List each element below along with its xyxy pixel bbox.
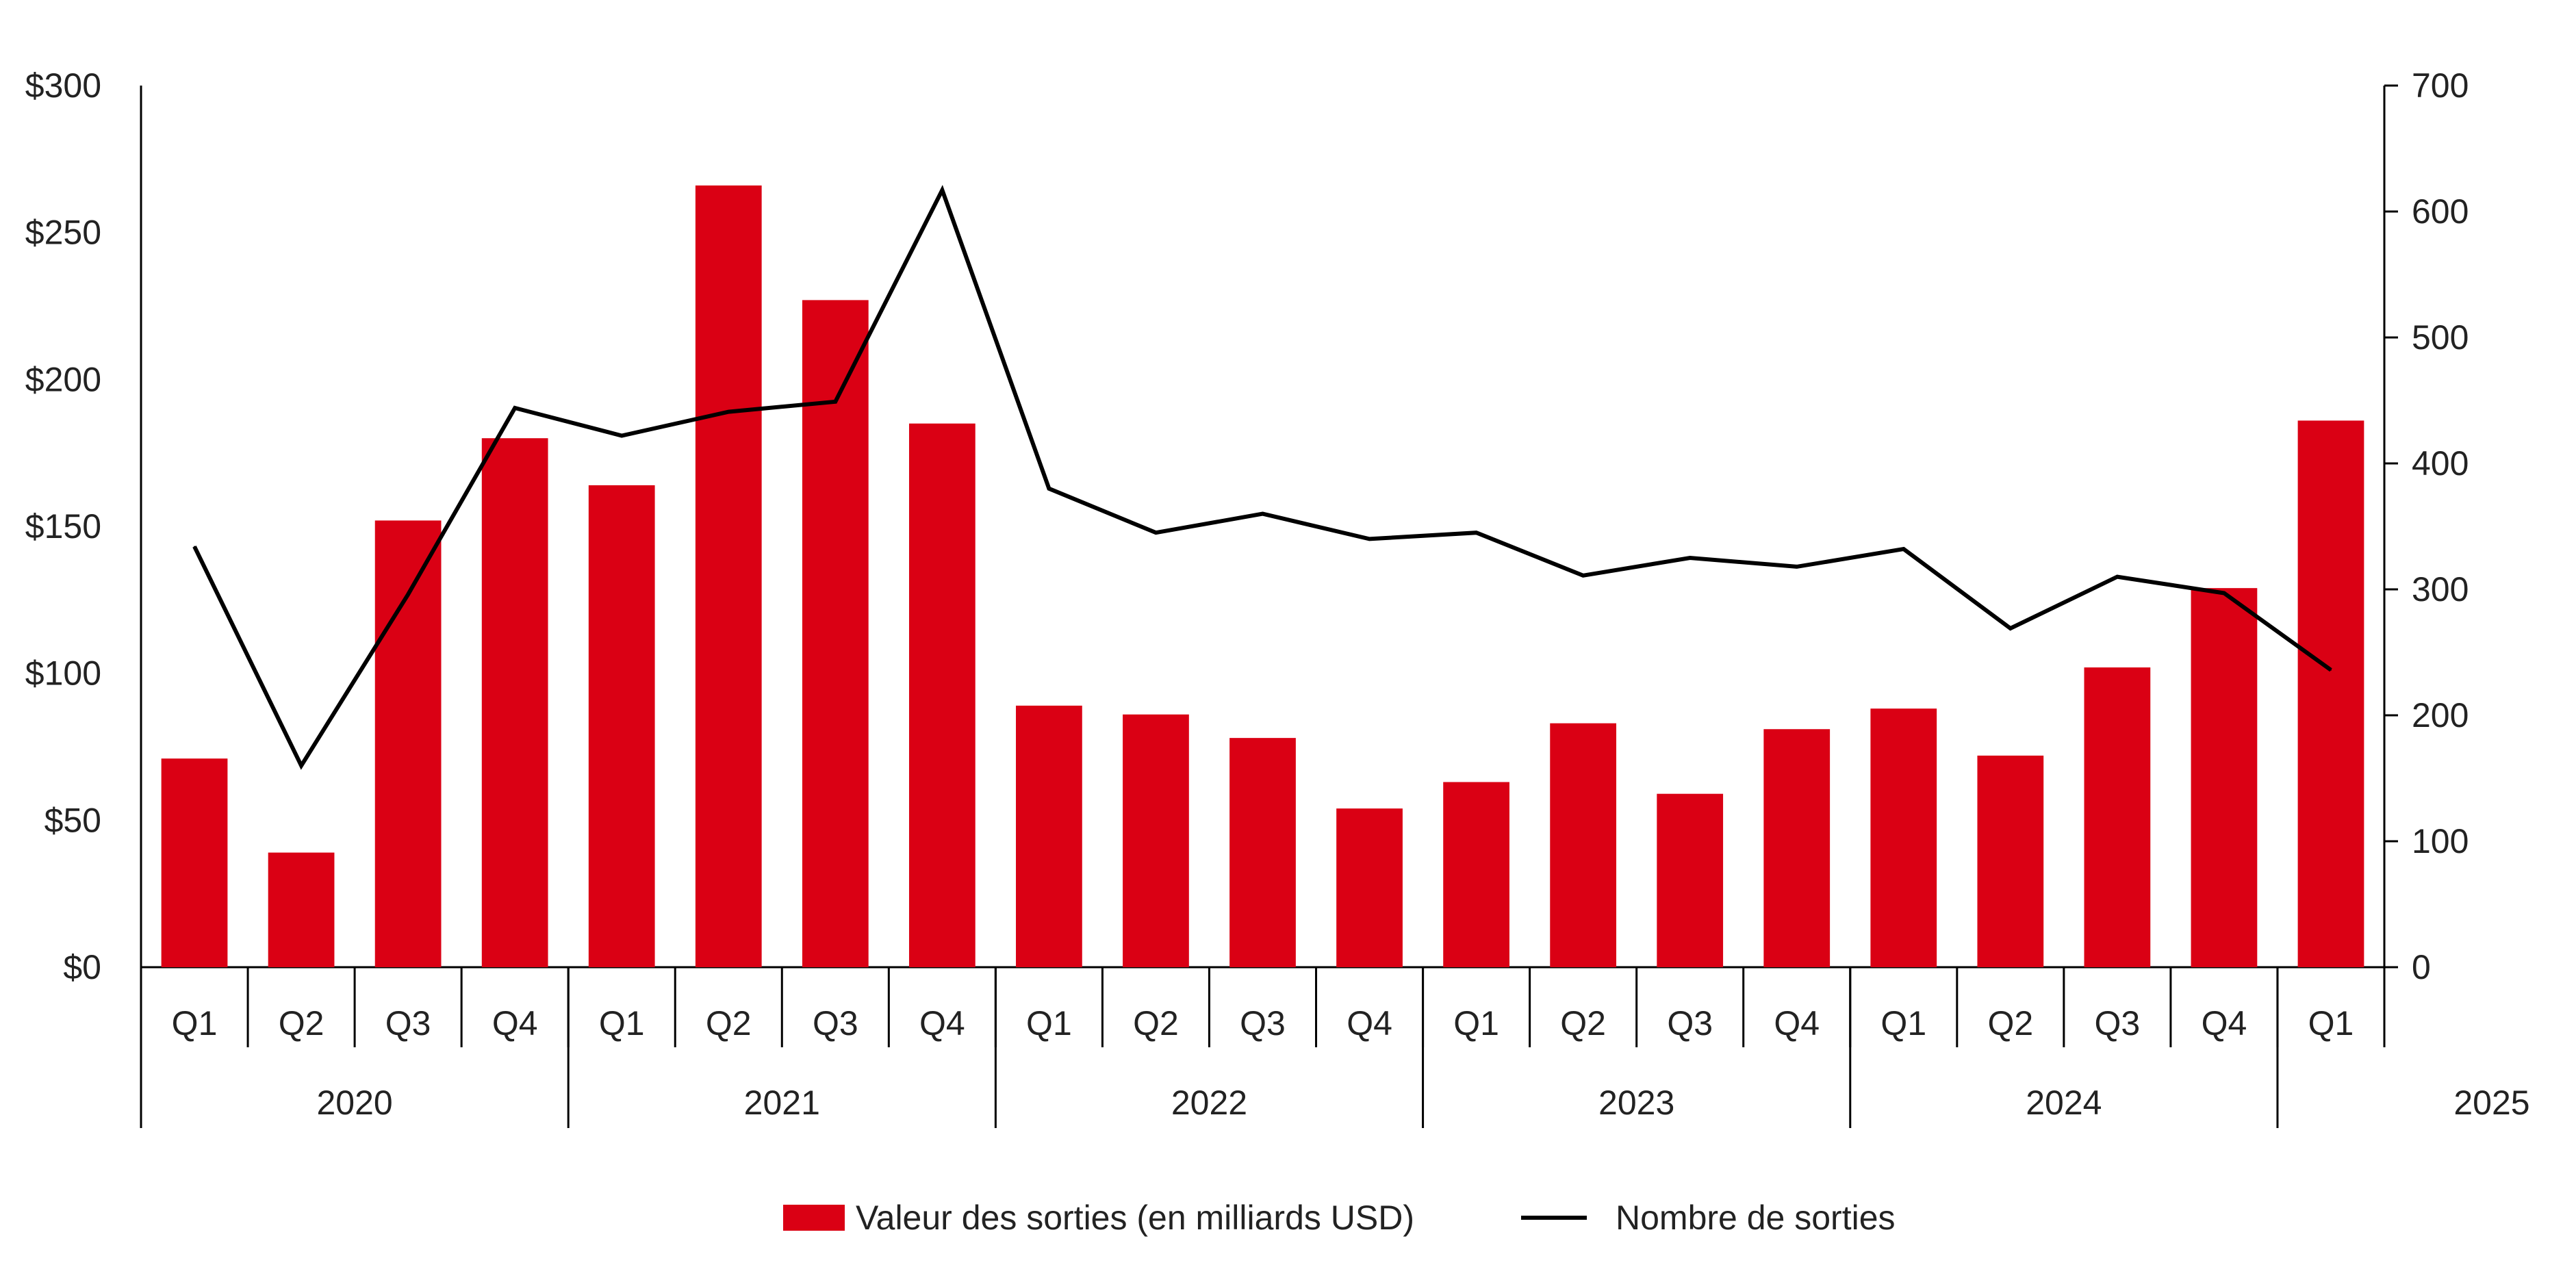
right-tick-label: 100	[2412, 822, 2469, 860]
legend: Valeur des sorties (en milliards USD) No…	[783, 1199, 1896, 1237]
year-label: 2024	[2026, 1084, 2102, 1122]
year-label: 2023	[1598, 1084, 1674, 1122]
right-tick-label: 300	[2412, 570, 2469, 609]
bar	[695, 185, 762, 967]
quarter-label: Q1	[1453, 1004, 1499, 1042]
quarter-label: Q1	[172, 1004, 218, 1042]
quarter-label: Q4	[1774, 1004, 1820, 1042]
quarter-label: Q4	[1347, 1004, 1392, 1042]
bar	[161, 758, 228, 967]
line-series	[192, 185, 2332, 770]
line-point	[194, 546, 196, 548]
line-point	[2330, 669, 2332, 671]
bar	[1870, 708, 1937, 967]
line-point	[407, 593, 409, 596]
legend-bar-label: Valeur des sorties (en milliards USD)	[856, 1199, 1414, 1237]
legend-line-label: Nombre de sorties	[1616, 1199, 1896, 1237]
left-tick-label: $100	[25, 654, 101, 693]
line-point	[1262, 513, 1264, 515]
year-label: 2021	[744, 1084, 820, 1122]
left-tick-label: $300	[25, 66, 101, 105]
bar	[374, 520, 442, 967]
bar	[1550, 723, 1617, 967]
line-point	[834, 400, 837, 402]
right-tick-label: 600	[2412, 192, 2469, 231]
bar	[481, 438, 548, 967]
x-axis: Q1 Q2 Q3 Q4 Q1 Q2 Q3 Q4 Q1 Q2 Q3 Q4 Q1 Q2 Q3 Q4 Q1 Q2 Q3 Q4…	[140, 967, 2530, 1128]
bar	[2191, 588, 2258, 967]
quarter-label: Q2	[1560, 1004, 1606, 1042]
quarter-label: Q3	[813, 1004, 858, 1042]
line-point	[2009, 628, 2011, 630]
bar	[1016, 705, 1082, 967]
bar	[1763, 729, 1831, 967]
line-point	[1796, 565, 1798, 567]
bar	[2297, 420, 2364, 967]
line-point	[2223, 592, 2225, 594]
bar	[1123, 714, 1189, 967]
quarter-label: Q2	[279, 1004, 324, 1042]
bar	[1443, 782, 1509, 967]
bar	[1977, 755, 2044, 967]
year-label: 2022	[1171, 1084, 1247, 1122]
quarter-label: Q2	[706, 1004, 752, 1042]
line-point	[1368, 538, 1370, 540]
line-point	[941, 189, 943, 191]
line-point	[2116, 576, 2118, 578]
line-point	[728, 411, 730, 413]
quarter-label: Q3	[1667, 1004, 1713, 1042]
quarter-label: Q1	[1026, 1004, 1072, 1042]
bar	[1229, 738, 1296, 967]
quarter-label: Q3	[385, 1004, 431, 1042]
quarter-label: Q4	[919, 1004, 965, 1042]
left-tick-label: $0	[63, 948, 101, 986]
bar	[908, 423, 975, 967]
quarter-label: Q3	[1240, 1004, 1286, 1042]
bar	[1336, 808, 1403, 967]
left-tick-label: $150	[25, 507, 101, 546]
bar	[2084, 667, 2151, 967]
quarter-label: Q2	[1987, 1004, 2033, 1042]
line-point	[301, 765, 303, 767]
axes: $0 $50 $100 $150 $200 $250 $300 0 100 200 300 400 50…	[25, 66, 2469, 986]
bar	[268, 852, 335, 967]
quarter-label: Q4	[492, 1004, 538, 1042]
right-tick-label: 400	[2412, 444, 2469, 483]
right-tick-label: 700	[2412, 66, 2469, 105]
line-point	[514, 407, 516, 409]
line-point	[621, 435, 623, 437]
right-tick-label: 0	[2412, 948, 2431, 986]
quarter-label: Q3	[2095, 1004, 2141, 1042]
left-tick-label: $50	[44, 801, 101, 839]
right-tick-label: 500	[2412, 318, 2469, 357]
line-point	[1689, 557, 1691, 559]
year-label: 2025	[2453, 1084, 2529, 1122]
legend-bar-swatch	[783, 1205, 845, 1231]
bar	[1657, 793, 1724, 967]
bar-series	[161, 185, 2364, 967]
right-tick-label: 200	[2412, 696, 2469, 734]
quarter-label: Q4	[2202, 1004, 2247, 1042]
left-tick-label: $250	[25, 214, 101, 252]
quarter-label: Q2	[1133, 1004, 1179, 1042]
line-point	[1048, 487, 1050, 489]
quarter-label: Q1	[2308, 1004, 2354, 1042]
quarter-label: Q1	[1880, 1004, 1926, 1042]
line-point	[1902, 548, 1904, 550]
bar	[588, 485, 655, 967]
bar	[802, 300, 869, 967]
line-point	[1155, 532, 1157, 534]
quarter-label: Q1	[599, 1004, 645, 1042]
left-tick-label: $200	[25, 360, 101, 398]
year-label: 2020	[316, 1084, 392, 1122]
line-point	[1475, 532, 1477, 534]
line-point	[1582, 574, 1584, 576]
